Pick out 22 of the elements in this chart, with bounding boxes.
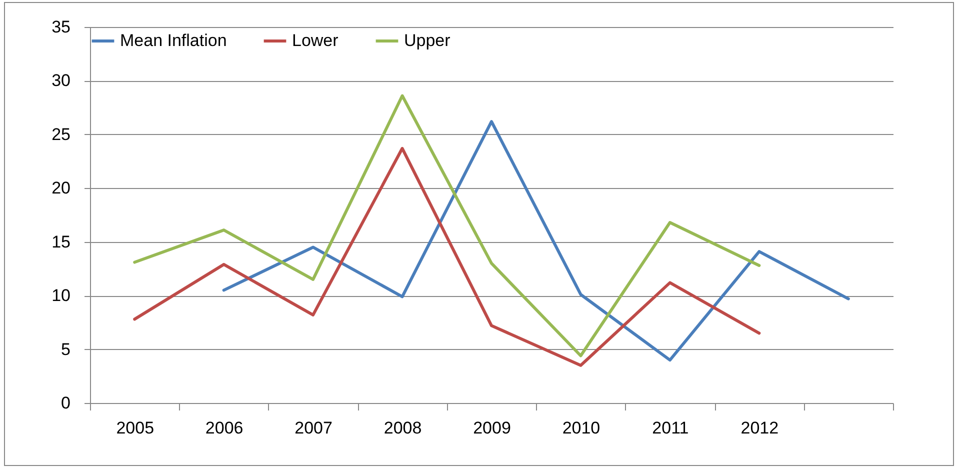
x-tick-label: 2008 (384, 418, 422, 438)
y-tick-label: 20 (52, 178, 70, 198)
y-tick-label: 0 (61, 394, 70, 412)
line-series (222, 120, 850, 362)
x-tick-label: 2006 (205, 418, 244, 438)
line-series (133, 94, 761, 358)
x-tick-label: 2012 (740, 418, 779, 438)
y-tick-label: 35 (52, 18, 70, 36)
x-tick-label: 2005 (116, 418, 154, 438)
legend-label: Mean Inflation (120, 31, 227, 50)
legend-label: Upper (404, 31, 451, 50)
y-tick-label: 25 (52, 124, 70, 144)
line-series (133, 146, 761, 367)
x-tick-label: 2011 (652, 418, 689, 438)
y-tick-label: 30 (52, 71, 70, 90)
x-tick-label: 2007 (294, 418, 332, 438)
y-tick-label: 5 (61, 340, 70, 359)
x-tick-label: 2009 (473, 418, 511, 438)
y-tick-label: 15 (52, 232, 70, 252)
x-tick-label: 2010 (562, 418, 600, 438)
legend-label: Lower (292, 31, 339, 50)
y-tick-label: 10 (52, 286, 70, 306)
